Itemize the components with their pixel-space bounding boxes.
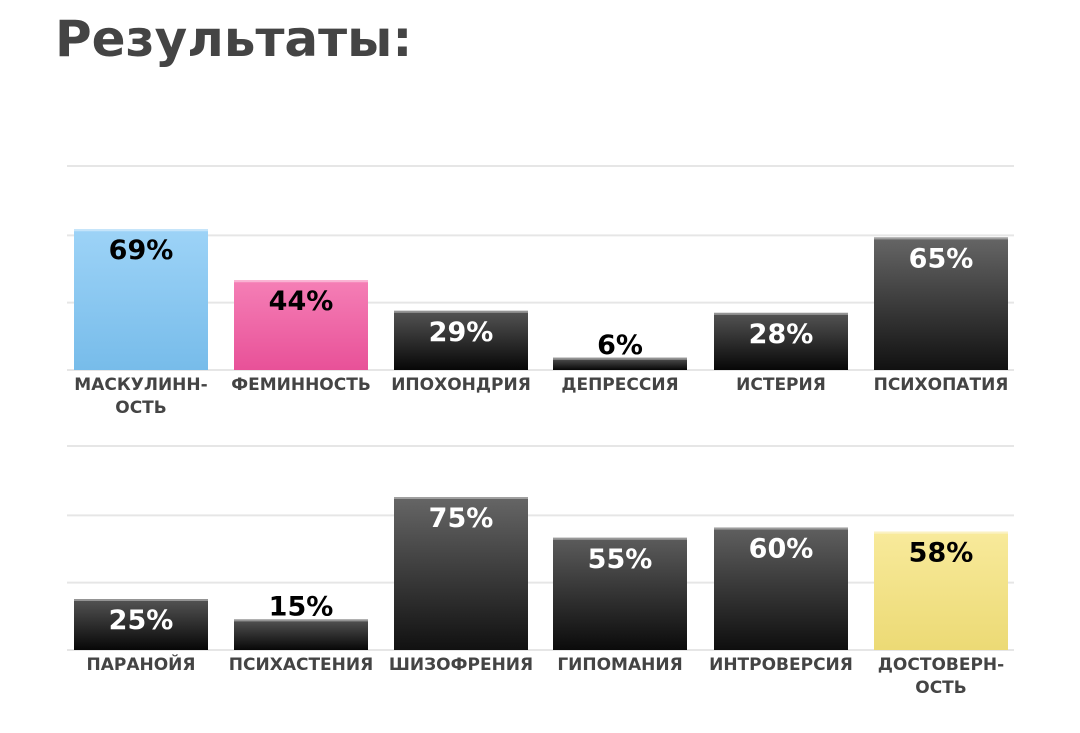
- category-label: ОСТЬ: [915, 678, 966, 698]
- bar: [234, 280, 368, 370]
- bar: [74, 599, 208, 650]
- bar: [394, 497, 528, 650]
- bar-top-edge: [234, 280, 368, 283]
- category-label: ИНТРОВЕРСИЯ: [709, 655, 853, 675]
- category-label: МАСКУЛИНН-: [74, 375, 207, 395]
- category-label: ФЕМИННОСТЬ: [231, 375, 371, 395]
- category-label: ДЕПРЕССИЯ: [561, 375, 678, 395]
- bar-value-label: 29%: [429, 317, 494, 348]
- bar-value-label: 60%: [749, 534, 814, 565]
- category-label: ИСТЕРИЯ: [736, 375, 826, 395]
- bar-top-edge: [553, 537, 687, 540]
- bar-top-edge: [553, 357, 687, 360]
- bar-value-label: 75%: [429, 503, 494, 534]
- category-label: ПАРАНОЙЯ: [87, 653, 196, 675]
- bar-value-label: 58%: [909, 538, 974, 569]
- bar-top-edge: [714, 312, 848, 315]
- bar: [714, 312, 848, 370]
- bar-value-label: 15%: [269, 591, 334, 622]
- bar-value-label: 65%: [909, 243, 974, 274]
- category-label: ПСИХАСТЕНИЯ: [229, 655, 373, 675]
- category-label: ОСТЬ: [115, 398, 166, 418]
- bar: [394, 310, 528, 370]
- bar-top-edge: [74, 599, 208, 601]
- bar: [553, 537, 687, 650]
- bar-top-edge: [234, 619, 368, 622]
- bar-top-edge: [714, 527, 848, 530]
- category-label: ДОСТОВЕРН-: [878, 655, 1004, 675]
- bar-value-label: 28%: [749, 319, 814, 350]
- bar-value-label: 25%: [109, 605, 174, 636]
- bar-value-label: 6%: [597, 330, 643, 361]
- bar: [714, 527, 848, 650]
- bar: [74, 229, 208, 370]
- category-label: ШИЗОФРЕНИЯ: [389, 655, 533, 675]
- page-title: Результаты:: [55, 10, 413, 68]
- bar-top-edge: [394, 497, 528, 499]
- bar-top-edge: [74, 229, 208, 232]
- category-label: ГИПОМАНИЯ: [557, 655, 682, 675]
- bar-top-edge: [874, 531, 1008, 534]
- bar: [874, 237, 1008, 370]
- category-label: ПСИХОПАТИЯ: [874, 375, 1009, 395]
- bar-value-label: 69%: [109, 235, 174, 266]
- bar-top-edge: [874, 237, 1008, 240]
- bar-value-label: 55%: [588, 544, 653, 575]
- bar: [234, 619, 368, 650]
- bar-top-edge: [394, 310, 528, 313]
- bar-value-label: 44%: [269, 286, 334, 317]
- bar: [553, 357, 687, 370]
- category-label: ИПОХОНДРИЯ: [391, 375, 531, 395]
- bar: [874, 531, 1008, 650]
